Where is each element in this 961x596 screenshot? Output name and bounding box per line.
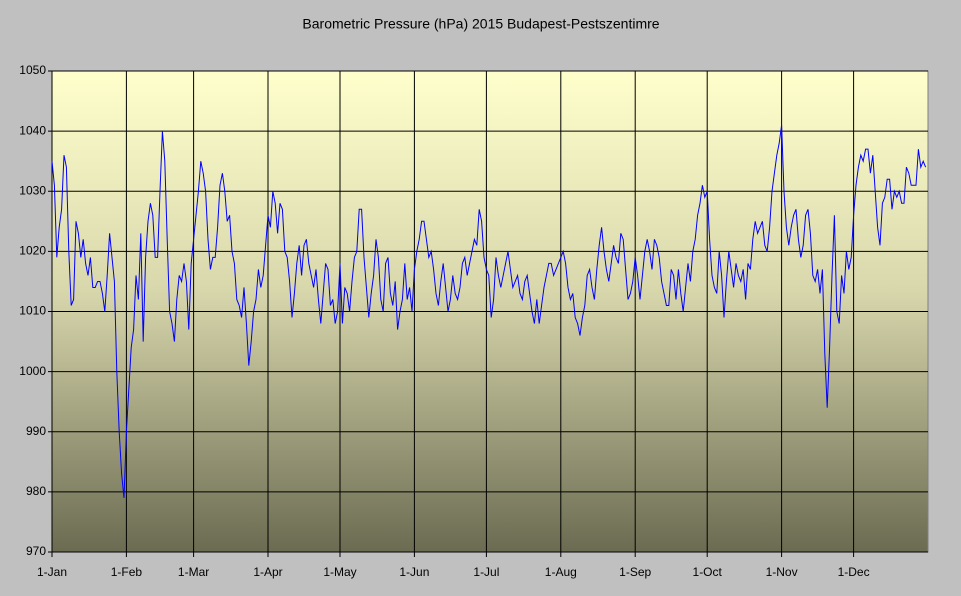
data-line [51,125,927,498]
x-tick-label: 1-Mar [178,565,209,579]
x-tick-label: 1-Oct [693,565,723,579]
y-tick-label: 1010 [19,304,46,318]
x-tick-label: 1-May [323,565,356,579]
y-tick-label: 1030 [19,183,46,197]
x-tick-label: 1-Jul [473,565,499,579]
y-tick-label: 980 [26,484,46,498]
y-tick-label: 1050 [19,63,46,77]
x-tick-label: 1-Jan [37,565,67,579]
x-tick-label: 1-Feb [111,565,143,579]
y-tick-label: 1040 [19,123,46,137]
x-tick-label: 1-Jun [399,565,429,579]
y-tick-label: 1020 [19,244,46,258]
x-tick-label: 1-Nov [766,565,798,579]
x-tick-label: 1-Sep [619,565,651,579]
x-tick-label: 1-Dec [838,565,870,579]
y-tick-label: 990 [26,424,46,438]
chart-title: Barometric Pressure (hPa) 2015 Budapest-… [302,16,659,32]
y-tick-label: 1000 [19,364,46,378]
y-tick-label: 970 [26,544,46,558]
x-tick-label: 1-Apr [253,565,282,579]
x-tick-label: 1-Aug [545,565,577,579]
